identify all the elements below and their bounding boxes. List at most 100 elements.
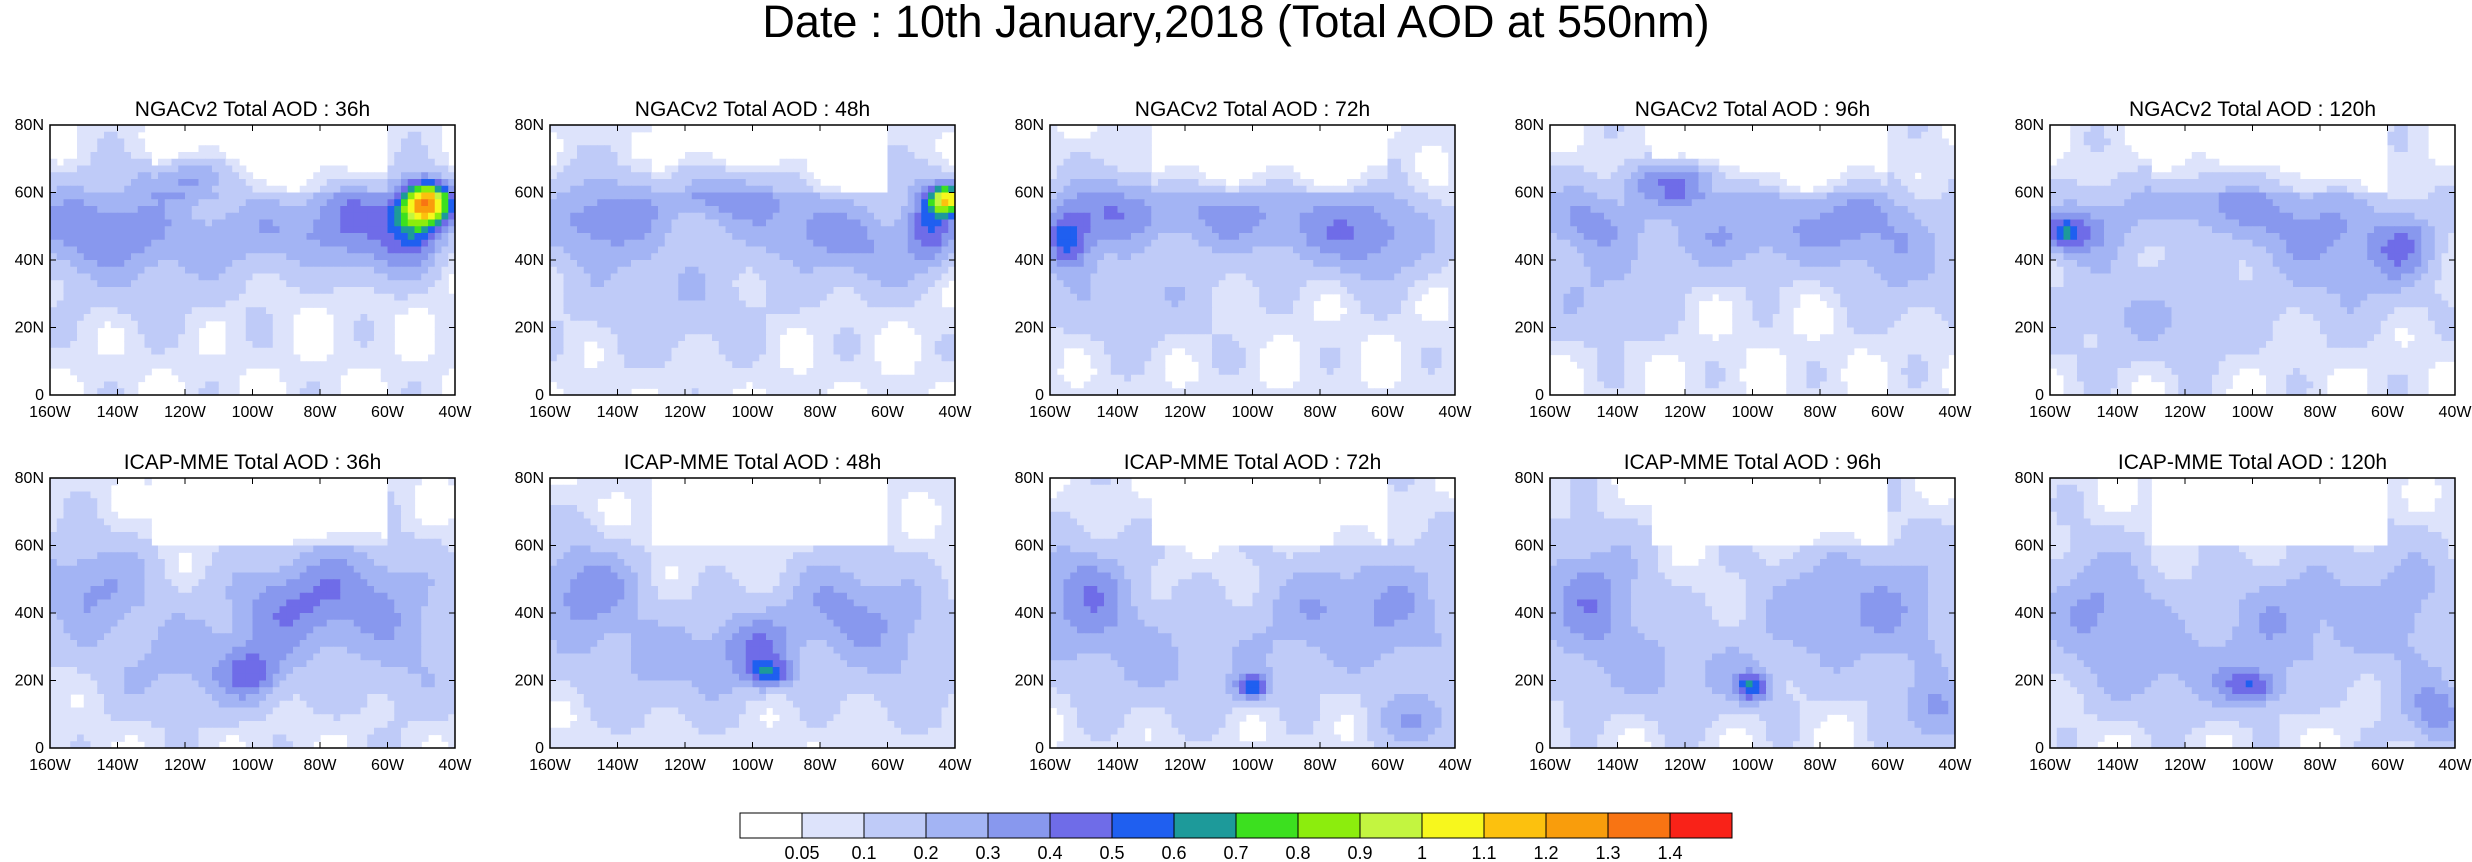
aod-cell xyxy=(1056,219,1065,227)
aod-cell xyxy=(752,280,760,288)
aod-cell xyxy=(164,273,173,281)
aod-cell xyxy=(252,334,260,342)
aod-cell xyxy=(252,354,260,362)
aod-cell xyxy=(367,260,375,268)
aod-cell xyxy=(718,179,727,187)
aod-cell xyxy=(191,361,200,369)
aod-cell xyxy=(232,158,240,167)
aod-cell xyxy=(97,125,105,133)
aod-cell xyxy=(414,206,422,214)
aod-cell xyxy=(732,266,740,275)
aod-cell xyxy=(353,293,362,302)
aod-cell xyxy=(124,280,132,288)
aod-cell xyxy=(934,125,943,133)
aod-cell xyxy=(556,354,565,362)
aod-cell xyxy=(1239,185,1247,194)
aod-cell xyxy=(245,280,254,288)
aod-cell xyxy=(921,158,929,167)
aod-cell xyxy=(860,206,868,214)
aod-cell xyxy=(718,361,727,369)
aod-cell xyxy=(1070,260,1078,268)
aod-cell xyxy=(550,246,558,254)
aod-cell xyxy=(218,226,227,234)
aod-cell xyxy=(1333,233,1341,241)
aod-cell xyxy=(1097,131,1105,140)
aod-cell xyxy=(232,320,240,329)
aod-cell xyxy=(90,273,98,281)
aod-cell xyxy=(407,374,416,383)
aod-cell xyxy=(63,206,71,214)
aod-cell xyxy=(401,145,409,153)
aod-cell xyxy=(326,219,335,227)
aod-cell xyxy=(225,260,233,268)
aod-cell xyxy=(745,347,754,356)
aod-cell xyxy=(414,219,422,227)
aod-cell xyxy=(1434,239,1443,248)
aod-cell xyxy=(185,368,193,376)
aod-cell xyxy=(164,212,173,221)
aod-cell xyxy=(218,212,227,221)
aod-cell xyxy=(799,273,808,281)
aod-cell xyxy=(685,219,693,227)
aod-cell xyxy=(752,185,760,194)
aod-cell xyxy=(847,320,855,329)
aod-cell xyxy=(732,361,740,369)
aod-cell xyxy=(914,361,922,369)
aod-cell xyxy=(245,293,254,302)
aod-cell xyxy=(1185,239,1193,248)
aod-cell xyxy=(671,300,679,308)
aod-cell xyxy=(867,239,875,248)
aod-cell xyxy=(590,152,598,160)
aod-cell xyxy=(117,158,125,167)
aod-cell xyxy=(1185,260,1193,268)
aod-cell xyxy=(421,253,429,261)
aod-cell xyxy=(637,293,646,302)
aod-cell xyxy=(766,287,774,295)
aod-cell xyxy=(144,233,152,241)
aod-cell xyxy=(948,368,955,376)
aod-cell xyxy=(563,273,571,281)
aod-cell xyxy=(131,307,139,315)
aod-cell xyxy=(847,307,855,315)
aod-cell xyxy=(874,233,882,241)
aod-cell xyxy=(340,307,348,315)
aod-cell xyxy=(563,307,571,315)
aod-cell xyxy=(448,307,455,315)
aod-cell xyxy=(718,266,727,275)
aod-cell xyxy=(901,300,909,308)
aod-cell xyxy=(1124,219,1132,227)
aod-cell xyxy=(570,354,578,362)
aod-cell xyxy=(178,280,186,288)
aod-cell xyxy=(1097,253,1105,261)
aod-cell xyxy=(624,138,632,146)
aod-cell xyxy=(326,266,335,275)
aod-cell xyxy=(874,246,882,254)
aod-cell xyxy=(604,212,612,221)
aod-cell xyxy=(570,314,578,322)
aod-cell xyxy=(786,212,794,221)
aod-cell xyxy=(266,260,274,268)
aod-cell xyxy=(1387,199,1395,207)
aod-cell xyxy=(1178,233,1186,241)
aod-cell xyxy=(1360,192,1368,200)
aod-cell xyxy=(860,253,868,261)
aod-cell xyxy=(428,287,436,295)
aod-cell xyxy=(597,361,605,369)
aod-cell xyxy=(259,293,267,302)
aod-cell xyxy=(124,354,132,362)
aod-cell xyxy=(1326,206,1335,214)
y-tick-label: 20N xyxy=(15,320,44,337)
aod-cell xyxy=(941,374,949,383)
aod-cell xyxy=(860,239,868,248)
aod-cell xyxy=(347,172,355,180)
aod-cell xyxy=(644,185,652,194)
aod-cell xyxy=(853,300,862,308)
aod-cell xyxy=(1164,199,1173,207)
aod-cell xyxy=(1239,206,1247,214)
aod-cell xyxy=(380,266,389,275)
aod-cell xyxy=(928,334,936,342)
aod-cell xyxy=(407,158,416,167)
aod-cell xyxy=(225,347,233,356)
aod-cell xyxy=(50,354,58,362)
x-tick-label: 140W xyxy=(97,404,140,421)
